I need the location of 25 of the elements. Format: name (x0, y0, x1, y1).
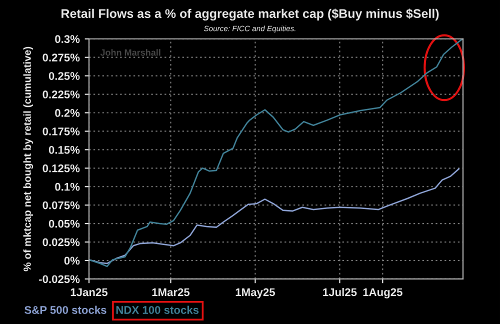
chart-title: Retail Flows as a % of aggregate market cap ($Buy minus $Sell) (62, 8, 439, 21)
y-tick-label: 0.3% (55, 35, 80, 44)
y-tick-label: 0.025% (42, 238, 80, 246)
y-tick-label: 0.25% (48, 72, 80, 80)
y-tick-label: 0.15% (48, 146, 80, 154)
x-tick-label: 1May25 (236, 288, 275, 298)
annotation: John Marshall (100, 49, 160, 56)
y-tick-label: 0.275% (42, 54, 80, 62)
y-tick-label: 0.225% (42, 90, 80, 98)
y-tick-label: 0.2% (55, 109, 80, 117)
text: NDX 100 stocks (116, 306, 199, 314)
y-tick-label: 0.125% (42, 164, 80, 172)
y-tick-label: 0.175% (42, 127, 80, 136)
y-tick-label: 0.05% (48, 220, 80, 228)
line-series (89, 168, 460, 264)
x-tick-label: 1Mar25 (152, 288, 190, 296)
y-axis-title: % of mktcap net bought by retail (cumulative) (23, 46, 34, 272)
x-tick-label: 1Jan25 (70, 288, 108, 296)
y-tick-label: 0.1% (55, 182, 80, 191)
x-tick-label: 1Aug25 (363, 288, 402, 298)
text: S&P 500 stocks (24, 306, 106, 314)
x-tick-label: 1Jul25 (323, 288, 357, 296)
y-tick-label: 0% (64, 256, 80, 265)
y-tick-label: 0.075% (42, 201, 80, 210)
y-tick-label: -0.025% (39, 275, 80, 284)
